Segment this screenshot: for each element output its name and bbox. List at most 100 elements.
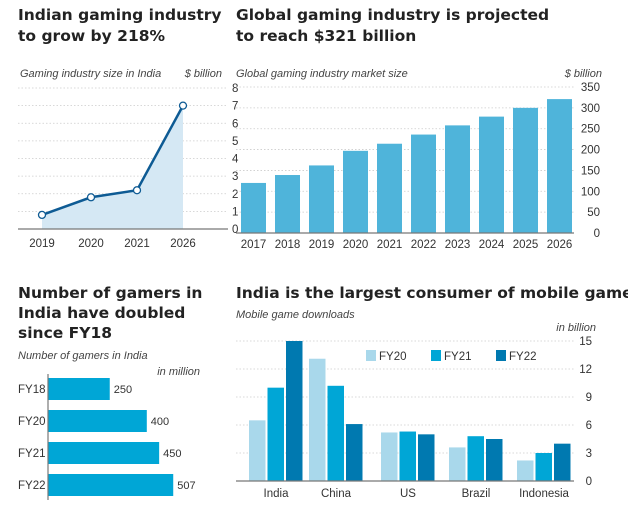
x-tick-label: 2018 — [275, 239, 301, 251]
gamers-count-chart: Number of gamers in India have doubled s… — [18, 284, 202, 500]
x-tick-label: 2021 — [124, 238, 150, 250]
bar — [479, 116, 504, 233]
y-tick-label: 50 — [587, 207, 600, 219]
data-label: 400 — [151, 416, 169, 428]
y-tick-label: 9 — [586, 392, 592, 404]
y-tick-label: 15 — [579, 336, 592, 348]
bar-fy20 — [381, 432, 398, 481]
mobile-downloads-chart: India is the largest consumer of mobile … — [236, 284, 628, 500]
chart1-subtitle: Gaming industry size in India — [20, 68, 161, 80]
x-tick-label: 2024 — [479, 239, 505, 251]
chart3-title-line3: since FY18 — [18, 324, 112, 342]
chart2-title-line1: Global gaming industry is projected — [236, 6, 549, 24]
global-market-chart: Global gaming industry is projected to r… — [236, 6, 602, 251]
y-tick-label: 0 — [232, 224, 238, 236]
x-tick-label: 2020 — [343, 239, 369, 251]
legend-label: FY20 — [379, 351, 407, 363]
chart3-title-line2: India have doubled — [18, 304, 185, 322]
y-tick-label: 1 — [232, 206, 238, 218]
data-point — [37, 210, 47, 220]
y-tick-label: 12 — [579, 364, 592, 376]
y-tick-label: 7 — [232, 101, 238, 113]
bar-fy22 — [486, 439, 503, 481]
chart1-title-line2: to grow by 218% — [18, 27, 166, 45]
bar — [411, 134, 436, 233]
bar-fy21 — [327, 385, 344, 481]
bar — [547, 99, 572, 234]
x-tick-label: 2019 — [309, 239, 335, 251]
chart3-subtitle: Number of gamers in India — [18, 350, 148, 362]
chart4-subtitle: Mobile game downloads — [236, 309, 355, 321]
chart1-unit: $ billion — [184, 68, 222, 80]
bar — [275, 175, 300, 233]
bar — [309, 165, 334, 233]
bar — [241, 182, 266, 233]
y-tick-label: 3 — [232, 171, 238, 183]
data-point — [178, 101, 188, 110]
bar-fy22 — [418, 434, 435, 481]
x-tick-label: China — [321, 488, 352, 500]
y-tick-label: 6 — [232, 118, 238, 130]
bar — [48, 474, 174, 496]
chart1-title-line1: Indian gaming industry — [18, 6, 222, 24]
x-tick-label: 2023 — [445, 239, 471, 251]
bar — [48, 442, 160, 464]
legend-label: FY22 — [509, 351, 537, 363]
y-tick-label: 3 — [586, 448, 592, 460]
bar-fy22 — [554, 443, 571, 481]
x-tick-label: 2019 — [29, 238, 55, 250]
y-tick-label: 5 — [232, 136, 238, 148]
x-tick-label: Brazil — [462, 488, 491, 500]
data-label: 450 — [163, 448, 181, 460]
bar-fy21 — [467, 436, 484, 481]
y-tick-label: 150 — [581, 165, 600, 177]
bar — [513, 107, 538, 233]
india-industry-chart: Indian gaming industry to grow by 218% G… — [18, 6, 239, 250]
y-category-label: FY21 — [18, 448, 46, 460]
bar — [48, 410, 147, 432]
x-tick-label: 2022 — [411, 239, 437, 251]
x-tick-label: 2026 — [547, 239, 573, 251]
x-tick-label: 2025 — [513, 239, 539, 251]
y-tick-label: 4 — [232, 154, 239, 166]
bar — [343, 150, 368, 233]
y-tick-label: 250 — [581, 124, 600, 136]
data-label: 507 — [177, 480, 195, 492]
y-tick-label: 0 — [586, 476, 592, 488]
area-fill — [42, 105, 183, 229]
bar — [48, 378, 110, 400]
chart2-unit: $ billion — [564, 68, 602, 80]
data-label: 250 — [114, 384, 132, 396]
bar — [445, 125, 470, 233]
legend-swatch — [366, 350, 376, 361]
x-tick-label: India — [264, 488, 290, 500]
bar-fy21 — [399, 431, 416, 481]
bar-fy20 — [309, 358, 326, 481]
x-tick-label: 2017 — [241, 239, 267, 251]
y-tick-label: 6 — [586, 420, 592, 432]
chart4-title: India is the largest consumer of mobile … — [236, 284, 628, 302]
bar-fy20 — [249, 420, 266, 481]
x-tick-label: US — [400, 488, 416, 500]
bar-fy20 — [517, 460, 534, 481]
bar-fy20 — [449, 447, 466, 481]
legend-swatch — [431, 350, 441, 361]
y-tick-label: 100 — [581, 186, 600, 198]
chart3-unit: in million — [157, 366, 200, 378]
y-category-label: FY20 — [18, 416, 46, 428]
bar — [377, 143, 402, 233]
y-tick-label: 300 — [581, 103, 600, 115]
x-tick-label: 2020 — [78, 238, 104, 250]
y-tick-label: 0 — [594, 228, 600, 240]
chart3-title-line1: Number of gamers in — [18, 284, 202, 302]
bar-fy22 — [346, 424, 363, 481]
y-tick-label: 350 — [581, 82, 600, 94]
y-category-label: FY22 — [18, 480, 46, 492]
chart2-title-line2: to reach $321 billion — [236, 27, 416, 45]
x-tick-label: 2026 — [170, 238, 196, 250]
bar-fy21 — [535, 453, 552, 481]
data-point — [86, 193, 96, 202]
y-tick-label: 200 — [581, 145, 600, 157]
series-line — [41, 105, 185, 217]
